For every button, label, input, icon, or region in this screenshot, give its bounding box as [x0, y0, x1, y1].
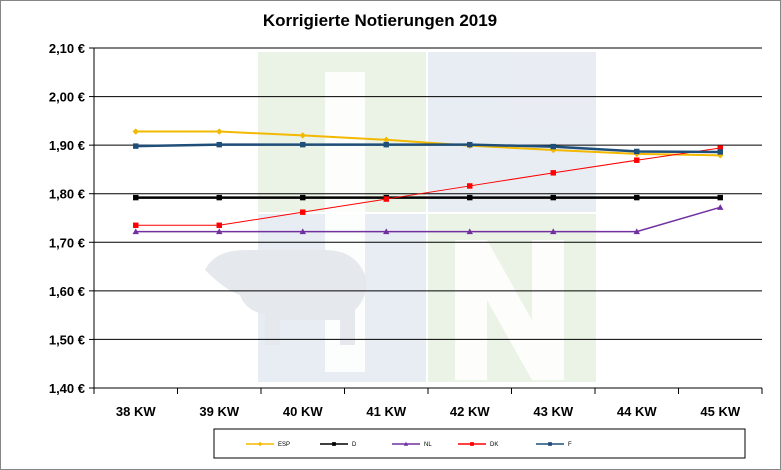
series-line: [135, 143, 721, 154]
data-point: [467, 141, 473, 148]
legend-label: F: [568, 442, 572, 448]
data-point: [216, 194, 222, 201]
legend-item: NL: [392, 441, 432, 448]
data-point: [634, 194, 640, 201]
x-tick-label: 39 KW: [199, 404, 239, 419]
x-tick-label: 41 KW: [366, 404, 406, 419]
data-point: [403, 441, 409, 446]
data-point: [550, 170, 556, 176]
y-tick-label: 1,90 €: [49, 138, 85, 153]
x-tick-label: 43 KW: [533, 404, 573, 419]
data-point: [383, 136, 390, 143]
x-tick-label: 40 KW: [283, 404, 323, 419]
data-point: [299, 228, 306, 235]
legend-label: DK: [490, 442, 498, 448]
legend: ESP D NL DK F: [213, 428, 746, 459]
x-tick-label: 38 KW: [116, 404, 156, 419]
x-tick-label: 44 KW: [617, 404, 657, 419]
y-tick-label: 1,40 €: [49, 381, 85, 396]
data-point: [717, 145, 723, 151]
data-point: [470, 442, 474, 446]
data-point: [133, 222, 139, 229]
y-axis-ticks: 1,40 € 1,50 € 1,60 € 1,70 € 1,80 € 1,90 € 2,00…: [49, 41, 94, 396]
data-point: [216, 222, 222, 229]
legend-item: DK: [458, 442, 498, 448]
data-point: [550, 228, 557, 235]
legend-label: D: [352, 442, 357, 448]
legend-item: F: [536, 442, 572, 448]
x-tick-label: 42 KW: [450, 404, 490, 419]
y-tick-label: 1,70 €: [49, 235, 85, 250]
data-point: [633, 228, 640, 235]
data-point: [300, 194, 306, 201]
series-group: [132, 128, 724, 235]
data-point: [133, 143, 139, 149]
y-tick-label: 1,60 €: [49, 284, 85, 299]
data-point: [634, 148, 640, 155]
data-point: [133, 194, 139, 201]
series-dk: [133, 145, 723, 229]
data-point: [466, 228, 473, 235]
series-nl: [132, 204, 724, 235]
data-point: [300, 141, 306, 148]
data-point: [467, 183, 473, 189]
y-tick-label: 1,80 €: [49, 187, 85, 202]
x-tick-label: 45 KW: [700, 404, 740, 419]
series-f: [133, 141, 723, 155]
data-point: [634, 157, 640, 163]
data-point: [383, 196, 389, 202]
data-point: [383, 141, 389, 148]
data-point: [300, 209, 306, 215]
data-point: [257, 441, 263, 447]
series-line: [135, 130, 721, 157]
series-line: [135, 147, 721, 226]
data-point: [548, 442, 552, 446]
data-point: [717, 204, 724, 210]
x-axis-ticks: 38 KW 39 KW 40 KW 41 KW 42 KW 43 KW 44 KW 45 KW: [93, 388, 763, 419]
data-point: [717, 194, 723, 201]
data-point: [467, 194, 473, 201]
data-point: [550, 194, 556, 201]
data-point: [332, 442, 336, 446]
y-tick-label: 2,00 €: [49, 90, 85, 105]
isn-logo-watermark: [205, 52, 596, 382]
data-point: [132, 228, 139, 235]
y-tick-label: 2,10 €: [49, 41, 85, 56]
legend-item: D: [320, 442, 357, 448]
chart-title: Korrigierte Notierungen 2019: [263, 11, 497, 30]
data-point: [216, 128, 223, 135]
data-point: [550, 143, 556, 150]
legend-label: NL: [424, 442, 432, 448]
legend-label: ESP: [278, 442, 290, 448]
legend-item: ESP: [246, 441, 290, 448]
series-line: [135, 206, 721, 233]
data-point: [132, 128, 139, 135]
data-point: [216, 228, 223, 235]
data-point: [383, 228, 390, 235]
data-point: [299, 132, 306, 139]
data-point: [216, 141, 222, 148]
y-tick-label: 1,50 €: [49, 332, 85, 347]
data-point: [717, 149, 723, 155]
